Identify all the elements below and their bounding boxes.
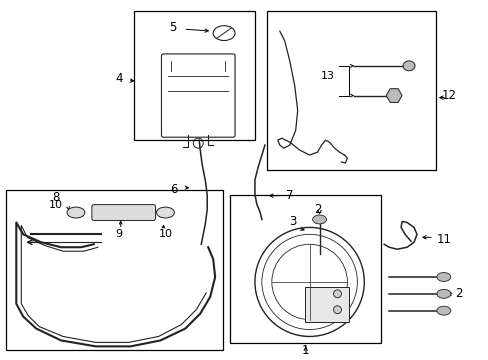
Ellipse shape [312, 215, 326, 224]
Text: 12: 12 [441, 89, 455, 102]
Circle shape [333, 290, 341, 298]
Text: 7: 7 [285, 189, 293, 202]
FancyBboxPatch shape [92, 204, 155, 220]
Text: 11: 11 [435, 233, 450, 246]
Text: 3: 3 [288, 215, 296, 228]
Text: 4: 4 [115, 72, 122, 85]
Bar [266, 11, 435, 170]
Text: 10: 10 [158, 229, 172, 239]
Text: 10: 10 [49, 199, 63, 210]
Bar [230, 195, 381, 343]
Text: 5: 5 [168, 21, 176, 34]
Bar [6, 190, 223, 350]
Ellipse shape [156, 207, 174, 218]
Text: 9: 9 [115, 229, 122, 239]
Text: 1: 1 [301, 344, 309, 357]
Ellipse shape [436, 306, 450, 315]
Bar [304, 287, 349, 321]
Ellipse shape [436, 273, 450, 282]
Text: 2: 2 [313, 203, 321, 216]
Text: 6: 6 [169, 183, 177, 196]
FancyBboxPatch shape [161, 54, 235, 137]
Polygon shape [386, 89, 401, 103]
Bar [133, 11, 254, 140]
Text: 2: 2 [454, 287, 462, 300]
Text: 13: 13 [320, 71, 334, 81]
Ellipse shape [67, 207, 85, 218]
Text: 8: 8 [52, 191, 60, 204]
Ellipse shape [436, 289, 450, 298]
Ellipse shape [402, 61, 414, 71]
Circle shape [333, 306, 341, 314]
